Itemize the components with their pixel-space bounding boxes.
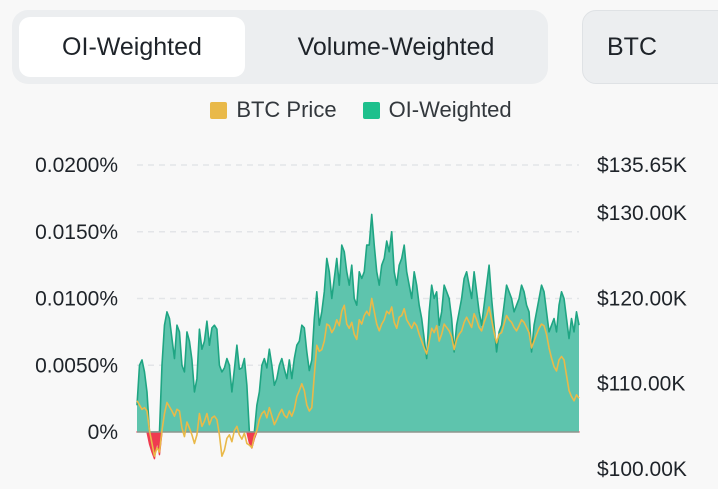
plot-area (136, 213, 580, 460)
tab-volume-weighted[interactable]: Volume-Weighted (297, 32, 495, 61)
left-tick-label-0: 0.0200% (35, 154, 118, 177)
btc-price-line (136, 297, 580, 458)
left-tick-label-1: 0.0150% (35, 221, 118, 244)
oi-weighted-negative-area (136, 431, 580, 460)
symbol-select-value: BTC (607, 32, 657, 61)
right-tick-label-3: $110.00K (597, 373, 685, 396)
right-tick-label-0: $135.65K (597, 154, 687, 177)
legend-label-btc-price: BTC Price (236, 97, 337, 122)
legend-item-btc-price[interactable]: BTC Price (210, 97, 337, 123)
chart-legend: BTC Price OI-Weighted (0, 94, 718, 126)
symbol-select[interactable]: BTC (582, 10, 718, 84)
legend-label-oi-weighted: OI-Weighted (388, 97, 512, 122)
legend-item-oi-weighted[interactable]: OI-Weighted (362, 97, 512, 123)
right-tick-label-1: $130.00K (597, 202, 687, 225)
left-tick-label-3: 0.0050% (35, 354, 118, 377)
right-tick-label-4: $100.00K (597, 458, 687, 481)
legend-swatch-oi-weighted (362, 101, 380, 119)
legend-swatch-btc-price (210, 101, 228, 119)
left-tick-label-2: 0.0100% (35, 288, 118, 311)
right-tick-label-2: $120.00K (597, 287, 687, 310)
right-axis: $135.65K $130.00K $120.00K $110.00K $100.00K (597, 154, 687, 481)
left-tick-label-4: 0% (88, 421, 118, 444)
weighting-toggle: OI-Weighted Volume-Weighted (12, 10, 548, 84)
oi-weighted-positive-area (137, 214, 579, 432)
tab-oi-weighted[interactable]: OI-Weighted (19, 17, 245, 77)
oi-weighted-line (136, 213, 580, 433)
left-axis: 0.0200% 0.0150% 0.0100% 0.0050% 0% (35, 154, 118, 444)
